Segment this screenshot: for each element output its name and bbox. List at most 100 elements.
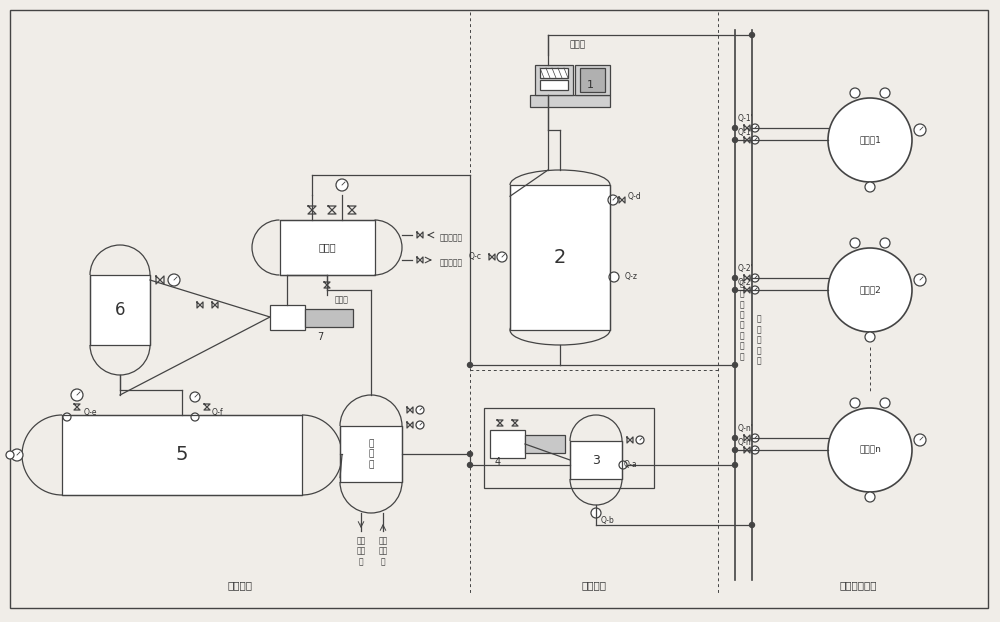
Circle shape — [914, 434, 926, 446]
Circle shape — [591, 508, 601, 518]
Bar — [575, 65, 610, 95]
Text: Q-2': Q-2' — [738, 264, 754, 272]
Circle shape — [732, 447, 738, 452]
Text: 二级压缩: 二级压缩 — [228, 580, 252, 590]
Circle shape — [732, 287, 738, 292]
Circle shape — [168, 274, 180, 286]
Bar — [540, 68, 568, 78]
Text: 冷却水出口: 冷却水出口 — [440, 259, 463, 267]
Circle shape — [914, 124, 926, 136]
Circle shape — [63, 413, 71, 421]
Text: 2: 2 — [554, 248, 566, 267]
Text: 改性釜与总线: 改性釜与总线 — [839, 580, 877, 590]
Circle shape — [850, 88, 860, 98]
Circle shape — [850, 398, 860, 408]
Text: Q-a: Q-a — [624, 460, 638, 470]
Circle shape — [751, 124, 759, 132]
Text: 冷
却
器: 冷 却 器 — [368, 439, 374, 469]
Bar — [305, 309, 353, 327]
Circle shape — [750, 522, 755, 527]
Text: Q-e: Q-e — [84, 409, 98, 417]
Circle shape — [750, 32, 755, 37]
Text: 气
相
介
质
压
缩
总
线: 气 相 介 质 压 缩 总 线 — [740, 279, 745, 361]
Circle shape — [732, 276, 738, 281]
Circle shape — [609, 272, 619, 282]
Circle shape — [751, 286, 759, 294]
Bar — [570, 441, 622, 479]
Circle shape — [732, 435, 738, 440]
Circle shape — [336, 179, 348, 191]
Text: 冷却
水进
口: 冷却 水进 口 — [356, 536, 366, 566]
Circle shape — [751, 274, 759, 282]
Circle shape — [11, 449, 23, 461]
Text: 出液口: 出液口 — [335, 295, 349, 305]
Text: 一级压缩: 一级压缩 — [582, 580, 606, 590]
Text: 冷却
水出
口: 冷却 水出 口 — [378, 536, 388, 566]
Text: Q-2: Q-2 — [738, 277, 752, 287]
Bar — [510, 185, 610, 330]
Circle shape — [828, 98, 912, 182]
Text: 改性釜2: 改性釜2 — [859, 285, 881, 294]
Circle shape — [416, 406, 424, 414]
Text: Q-b: Q-b — [601, 516, 615, 524]
Text: Q-1': Q-1' — [738, 113, 754, 123]
Circle shape — [468, 363, 473, 368]
Circle shape — [732, 126, 738, 131]
Circle shape — [880, 398, 890, 408]
Bar — [484, 408, 654, 488]
Circle shape — [190, 392, 200, 402]
Text: Q-c: Q-c — [469, 253, 482, 261]
Circle shape — [751, 136, 759, 144]
Circle shape — [732, 463, 738, 468]
Bar — [270, 305, 305, 330]
Circle shape — [751, 434, 759, 442]
Text: 改性釜n: 改性釜n — [859, 445, 881, 455]
Text: 改性釜1: 改性釜1 — [859, 136, 881, 144]
Text: Q-1: Q-1 — [738, 128, 752, 136]
Circle shape — [828, 408, 912, 492]
Circle shape — [732, 137, 738, 142]
Text: 7: 7 — [317, 332, 323, 342]
Circle shape — [865, 492, 875, 502]
Circle shape — [880, 88, 890, 98]
Text: 冷凝器: 冷凝器 — [318, 243, 336, 253]
Bar — [540, 80, 568, 90]
Circle shape — [497, 252, 507, 262]
Bar — [530, 95, 610, 107]
Text: Q-n': Q-n' — [738, 424, 754, 432]
Bar — [90, 275, 150, 345]
Circle shape — [751, 446, 759, 454]
Circle shape — [6, 451, 14, 459]
Text: 4: 4 — [495, 457, 501, 467]
Bar — [280, 220, 374, 275]
Text: Q-f: Q-f — [212, 409, 224, 417]
Bar — [535, 65, 573, 95]
Circle shape — [468, 452, 473, 457]
Bar — [580, 68, 605, 92]
Circle shape — [914, 274, 926, 286]
Bar — [525, 435, 565, 453]
Circle shape — [468, 463, 473, 468]
Text: 冷却水进口: 冷却水进口 — [440, 233, 463, 243]
Text: 6: 6 — [115, 301, 125, 319]
Circle shape — [71, 389, 83, 401]
Text: Q-z: Q-z — [625, 272, 638, 282]
Circle shape — [850, 238, 860, 248]
Circle shape — [619, 461, 627, 469]
Text: 1: 1 — [586, 80, 594, 90]
Circle shape — [865, 332, 875, 342]
Text: 3: 3 — [592, 453, 600, 466]
Text: 抽真空: 抽真空 — [570, 40, 586, 50]
Circle shape — [608, 195, 618, 205]
Circle shape — [191, 413, 199, 421]
Bar — [490, 430, 525, 458]
Text: 5: 5 — [176, 445, 188, 465]
Bar — [340, 426, 402, 482]
Circle shape — [732, 363, 738, 368]
Bar — [62, 415, 302, 495]
Text: Q-n: Q-n — [738, 437, 752, 447]
Text: 抽
真
空
总
线: 抽 真 空 总 线 — [757, 315, 762, 365]
Text: Q-d: Q-d — [628, 192, 642, 200]
Circle shape — [865, 182, 875, 192]
Circle shape — [880, 238, 890, 248]
